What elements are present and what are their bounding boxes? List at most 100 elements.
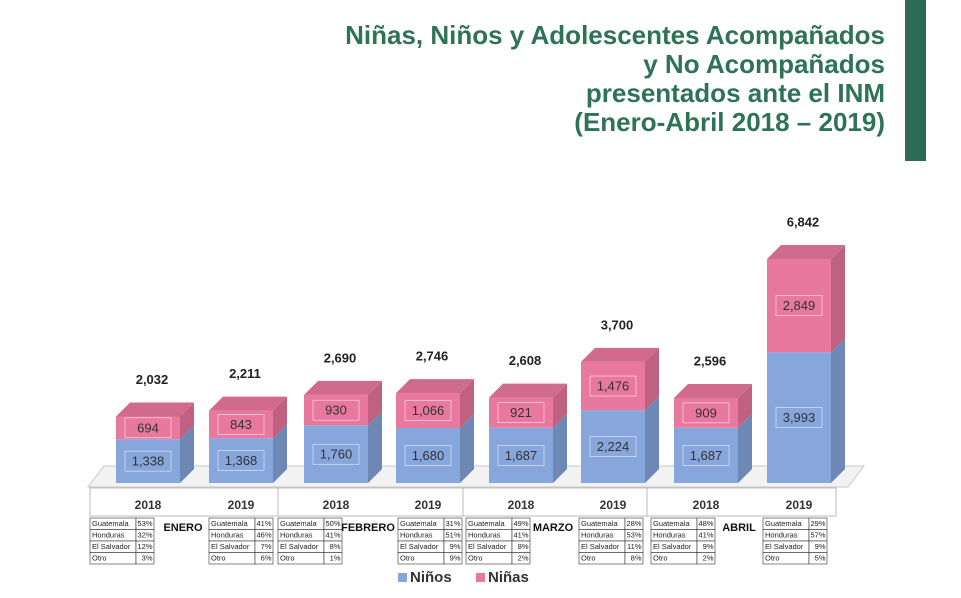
percent-label: 8%: [631, 554, 642, 563]
country-label: Otro: [468, 554, 483, 563]
percent-label: 9%: [450, 554, 461, 563]
bar-top-shade: [489, 383, 567, 398]
country-label: Guatemala: [211, 519, 249, 528]
total-label: 2,596: [694, 353, 727, 368]
country-label: Otro: [653, 554, 668, 563]
value-label: 1,760: [320, 447, 353, 462]
bar-side-shade: [738, 413, 752, 483]
bar-top: [304, 380, 382, 395]
country-label: Guatemala: [468, 519, 506, 528]
percent-label: 9%: [815, 542, 826, 551]
value-label-box: [589, 436, 637, 457]
value-label-box: [124, 417, 172, 439]
total-label: 6,842: [787, 214, 820, 229]
bar-side-shade: [645, 347, 659, 411]
x-tick-label: 2018: [135, 498, 162, 512]
bar-side: [831, 338, 845, 483]
bar-side-shade: [460, 413, 474, 483]
x-tick-label: 2018: [323, 498, 350, 512]
value-label-box: [497, 402, 545, 423]
value-label-box: [404, 445, 452, 466]
percent-label: 7%: [261, 542, 272, 551]
x-tick-label: 2019: [415, 498, 442, 512]
country-label: Honduras: [280, 531, 313, 540]
bar-side: [645, 396, 659, 483]
country-label: Otro: [92, 554, 107, 563]
country-label: Honduras: [581, 531, 614, 540]
group-label: MARZO: [533, 522, 574, 534]
value-label: 1,687: [690, 448, 723, 463]
value-label: 1,680: [412, 448, 445, 463]
table-cell: [808, 552, 828, 565]
value-label-box: [312, 399, 360, 421]
bar-top-shade: [581, 347, 659, 362]
percent-label: 53%: [137, 519, 152, 528]
bar-side: [368, 380, 382, 426]
percent-label: 9%: [703, 542, 714, 551]
value-label: 909: [695, 405, 717, 420]
bar-side-shade: [738, 384, 752, 428]
bar-top-shade: [304, 380, 382, 395]
value-label-box: [124, 450, 172, 472]
x-tick-label: 2018: [693, 498, 720, 512]
percent-label: 2%: [518, 554, 529, 563]
country-label: Guatemala: [92, 519, 130, 528]
table-cell: [443, 552, 463, 565]
country-label: Guatemala: [280, 519, 318, 528]
country-label: Honduras: [653, 531, 686, 540]
total-label: 2,211: [229, 366, 261, 381]
percent-label: 32%: [137, 531, 152, 540]
bar-side-shade: [460, 379, 474, 428]
value-label-box: [682, 402, 730, 424]
bar-side-shade: [645, 396, 659, 483]
bar-side: [645, 347, 659, 411]
group-label: ABRIL: [722, 522, 756, 534]
value-label-box: [312, 443, 360, 465]
country-label: Otro: [400, 554, 415, 563]
legend-swatch: [476, 573, 485, 582]
value-label: 3,993: [783, 410, 816, 425]
country-label: El Salvador: [468, 542, 507, 551]
value-label: 2,849: [783, 298, 816, 313]
total-label: 2,690: [324, 350, 357, 365]
x-tick-label: 2019: [228, 498, 255, 512]
percent-label: 5%: [815, 554, 826, 563]
bar-top: [767, 245, 845, 259]
bar-top-shade: [116, 402, 194, 417]
percent-label: 53%: [626, 531, 641, 540]
value-label-box: [217, 450, 265, 471]
country-label: El Salvador: [400, 542, 439, 551]
value-label: 1,368: [225, 453, 258, 468]
value-label: 1,338: [132, 454, 165, 469]
table-cell: [624, 552, 644, 565]
chart-title: presentados ante el INM: [586, 78, 885, 108]
percent-label: 8%: [330, 542, 341, 551]
bar-top-shade: [209, 396, 287, 411]
bar-side: [831, 245, 845, 353]
percent-label: 3%: [142, 554, 153, 563]
chart-title: y No Acompañados: [643, 49, 885, 79]
value-label: 2,224: [597, 439, 630, 454]
bar-side: [553, 413, 567, 483]
percent-label: 9%: [450, 542, 461, 551]
legend-swatch: [398, 573, 407, 582]
country-label: Honduras: [92, 531, 125, 540]
bar-top: [581, 347, 659, 362]
country-label: El Salvador: [765, 542, 804, 551]
country-label: Guatemala: [765, 519, 803, 528]
table-cell: [254, 552, 274, 565]
x-tick-label: 2018: [508, 498, 535, 512]
bar-top-shade: [396, 379, 474, 394]
value-label: 921: [510, 405, 532, 420]
percent-label: 50%: [325, 519, 340, 528]
bar-side-shade: [273, 424, 287, 483]
bar-side: [460, 413, 474, 483]
value-label-box: [217, 414, 265, 435]
bar-side: [180, 425, 194, 483]
country-label: Otro: [280, 554, 295, 563]
bar-side-shade: [368, 411, 382, 483]
bar-side: [273, 424, 287, 483]
bar-side: [368, 411, 382, 483]
